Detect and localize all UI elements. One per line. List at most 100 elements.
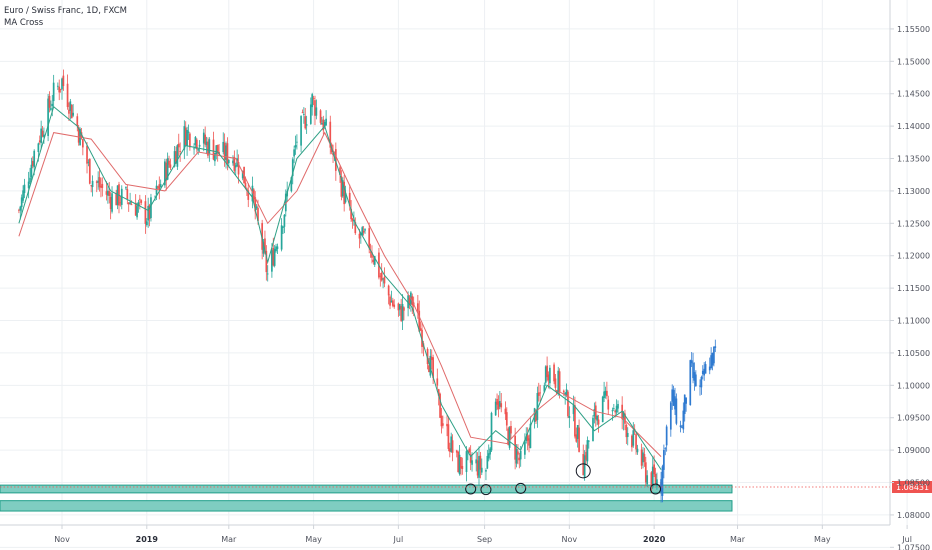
candle-body [222, 141, 225, 153]
candle-body [465, 451, 468, 473]
candle-body [575, 434, 578, 442]
projection-bar-body [660, 479, 662, 493]
projection-bar-body [699, 385, 701, 387]
candle-body [50, 108, 52, 110]
projection-bar-body [704, 364, 707, 374]
candle-body [397, 303, 400, 311]
candle-body [207, 141, 209, 156]
candle-body [169, 164, 172, 168]
indicator-label: MA Cross [4, 18, 44, 28]
candle-body [344, 192, 347, 203]
time-tick-label: May [305, 535, 322, 544]
candle-body [601, 396, 604, 423]
candle-body [208, 139, 211, 155]
candle-body [301, 112, 304, 114]
candle-body [455, 450, 458, 453]
candle-body [271, 250, 273, 272]
candle-body [137, 202, 140, 207]
candle-body [612, 408, 615, 410]
candle-body [184, 127, 187, 146]
candle-body [507, 428, 510, 445]
candle-body [216, 144, 219, 154]
candle-body [450, 436, 453, 452]
candle-body [30, 164, 33, 178]
candle-body [150, 197, 152, 219]
candle-body [20, 197, 23, 208]
candle-body [515, 449, 518, 464]
candle-body [358, 233, 361, 239]
candle-body [322, 119, 325, 131]
candle-body [202, 132, 205, 144]
candle-body [373, 256, 376, 265]
time-tick-label: Nov [562, 535, 578, 544]
price-tick-label: 1.08000 [897, 511, 930, 520]
candle-body [138, 198, 141, 200]
candle-body [177, 143, 180, 148]
candle-body [88, 159, 91, 184]
candle-body [157, 186, 159, 188]
candle-body [393, 304, 396, 307]
candle-body [535, 410, 537, 422]
candle-body [255, 206, 258, 209]
candle-body [537, 392, 540, 396]
candle-body [300, 116, 302, 146]
candle-body [497, 401, 500, 410]
candle-body [158, 184, 161, 190]
candle-body [596, 415, 598, 421]
candle-body [475, 459, 478, 464]
candle-body [494, 401, 497, 416]
candle-body [129, 202, 131, 204]
candle-body [140, 200, 143, 203]
candle-body [227, 160, 230, 164]
candle-body [303, 113, 305, 115]
candle-body [173, 151, 176, 167]
candle-body [469, 454, 472, 463]
candle-body [223, 142, 226, 160]
candle-body [440, 415, 443, 427]
candle-body [640, 449, 643, 466]
marker-circle [515, 482, 527, 494]
candle-body [244, 182, 247, 189]
candle-body [582, 454, 585, 476]
moving-averages [18, 105, 662, 470]
candle-body [194, 136, 197, 145]
candle-body [622, 412, 625, 421]
candle-body [519, 450, 522, 460]
candle-body [261, 223, 264, 250]
candle-body [241, 170, 244, 179]
candle-body [617, 403, 619, 409]
candle-body [276, 246, 279, 249]
candle-body [430, 356, 433, 360]
projection-bar-body [713, 346, 715, 364]
candle-body [144, 201, 147, 224]
candle-body [487, 453, 490, 459]
candle-body [145, 221, 148, 226]
candle-body [189, 133, 191, 148]
candle-body [369, 251, 372, 253]
candle-body [642, 452, 644, 463]
candle-body [257, 208, 259, 222]
candle-body [95, 181, 98, 183]
candle-body [400, 306, 403, 321]
candle-body [27, 181, 30, 189]
candle-body [97, 180, 99, 183]
current-price-tag [892, 480, 932, 493]
candle-body [546, 365, 548, 378]
support-zones [0, 484, 733, 512]
candle-body [490, 412, 493, 451]
candle-body [280, 225, 283, 250]
projection-bar-body [669, 402, 672, 430]
projection-bar-body [663, 450, 665, 470]
candle-body [325, 118, 327, 126]
candle-body [125, 187, 127, 189]
candle-body [614, 410, 617, 413]
candle-body [476, 460, 479, 476]
marker-circle [465, 483, 477, 495]
candle-body [164, 161, 166, 186]
candle-body [100, 185, 102, 188]
time-tick-label: Nov [54, 535, 70, 544]
candle-body [87, 161, 90, 163]
marker-circle [480, 484, 492, 496]
